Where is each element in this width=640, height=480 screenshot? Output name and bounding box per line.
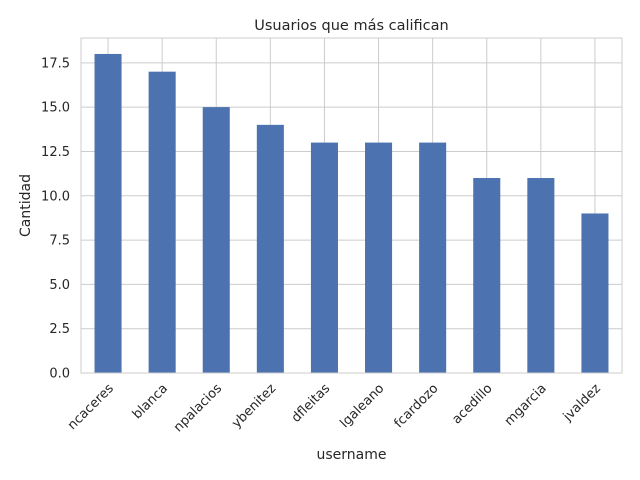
bar-acedillo bbox=[473, 178, 501, 373]
x-tick-labels: ncaceres blanca npalacios ybenitez dfleitas l… bbox=[65, 381, 604, 435]
bar-ncaceres bbox=[94, 53, 122, 373]
bar-lgaleano bbox=[365, 142, 393, 373]
bar-jvaldez bbox=[581, 213, 609, 373]
bar-ybenitez bbox=[256, 124, 284, 373]
bar-mgarcia bbox=[527, 178, 555, 373]
y-tick-label: 0.0 bbox=[49, 367, 70, 382]
x-tick-label: lgaleano bbox=[337, 381, 387, 431]
y-tick-label: 10.0 bbox=[41, 189, 70, 204]
x-tick-label: acedillo bbox=[450, 381, 496, 427]
y-tick-labels: 0.0 2.5 5.0 7.5 10.0 12.5 15.0 17.5 bbox=[41, 56, 70, 381]
chart-title: Usuarios que más califican bbox=[254, 18, 448, 34]
y-axis-title: Cantidad bbox=[18, 174, 34, 237]
y-tick-label: 15.0 bbox=[41, 101, 70, 116]
bar-dfleitas bbox=[310, 142, 338, 373]
x-tick-label: ncaceres bbox=[65, 381, 117, 433]
x-tick-label: blanca bbox=[130, 381, 171, 422]
x-tick-label: npalacios bbox=[171, 381, 225, 435]
x-tick-label: mgarcia bbox=[502, 381, 550, 429]
x-tick-label: ybenitez bbox=[229, 381, 279, 431]
x-tick-label: fcardozo bbox=[391, 381, 441, 431]
bar-fcardozo bbox=[419, 142, 447, 373]
y-tick-label: 7.5 bbox=[49, 234, 70, 249]
x-tick-label: jvaldez bbox=[560, 381, 604, 425]
y-tick-label: 5.0 bbox=[49, 278, 70, 293]
y-tick-label: 2.5 bbox=[49, 322, 70, 337]
bar-blanca bbox=[148, 71, 176, 373]
x-axis-title: username bbox=[317, 447, 387, 463]
y-tick-label: 12.5 bbox=[41, 145, 70, 160]
bars-layer bbox=[94, 53, 609, 373]
plot-frame bbox=[80, 37, 623, 374]
x-tick-label: dfleitas bbox=[289, 381, 334, 426]
y-tick-label: 17.5 bbox=[41, 56, 70, 71]
bar-npalacios bbox=[202, 107, 230, 373]
